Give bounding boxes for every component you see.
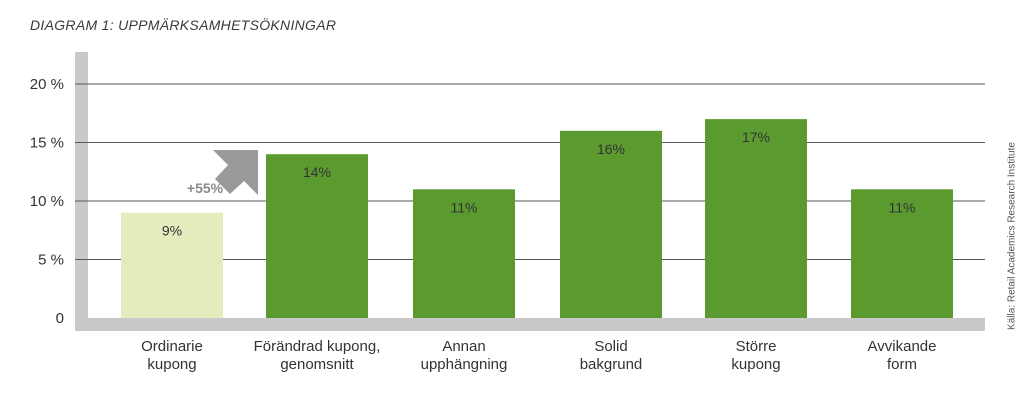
x-tick-label: form: [887, 356, 917, 373]
y-tick-label: 10 %: [30, 193, 64, 210]
data-label: 11%: [451, 199, 478, 215]
data-label: 16%: [597, 141, 625, 157]
data-label: 14%: [303, 164, 331, 180]
x-tick-label: upphängning: [421, 356, 508, 373]
chart-title: DIAGRAM 1: UPPMÄRKSAMHETSÖKNINGAR: [30, 17, 337, 33]
source-note: Källa: Retail Academics Research Institu…: [1006, 142, 1018, 330]
x-tick-label: Större: [736, 338, 777, 355]
x-tick-label: kupong: [147, 356, 196, 373]
bar: [121, 212, 223, 318]
x-axis: [75, 318, 985, 331]
data-label: 11%: [889, 199, 916, 215]
x-tick-label: Ordinarie: [141, 338, 203, 355]
y-axis: [75, 52, 88, 331]
bar: [851, 189, 953, 318]
data-label: 9%: [162, 223, 182, 239]
bar: [560, 130, 662, 318]
y-tick-label: 0: [56, 310, 64, 327]
annotation-label: +55%: [187, 180, 224, 196]
x-tick-label: Annan: [442, 338, 485, 355]
growth-arrow-icon: [213, 150, 258, 195]
y-tick-label: 20 %: [30, 76, 64, 93]
bar: [705, 119, 807, 318]
x-tick-label: bakgrund: [580, 356, 643, 373]
x-tick-label: Solid: [594, 338, 627, 355]
y-tick-label: 5 %: [38, 252, 64, 269]
x-tick-label: kupong: [731, 356, 780, 373]
bar: [266, 154, 368, 318]
data-label: 17%: [742, 129, 770, 145]
x-tick-label: Avvikande: [868, 338, 937, 355]
x-tick-label: genomsnitt: [280, 356, 354, 373]
y-tick-label: 15 %: [30, 135, 64, 152]
x-tick-label: Förändrad kupong,: [254, 338, 381, 355]
bar: [413, 189, 515, 318]
